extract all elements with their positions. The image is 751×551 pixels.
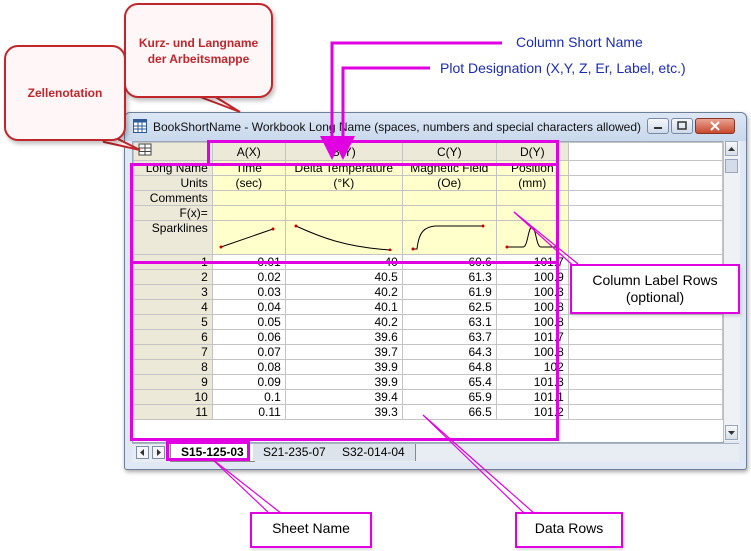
worksheet-grid[interactable]: A(X) B(Y) C(Y) D(Y) Long Name Time Delta… <box>132 141 724 443</box>
scroll-up-button[interactable] <box>725 141 738 156</box>
empty-area <box>567 404 723 420</box>
restore-button[interactable] <box>671 118 693 134</box>
title-bar[interactable]: BookShortName - Workbook Long Name (spac… <box>125 113 746 141</box>
data-cell[interactable]: 64.8 <box>401 359 497 375</box>
sparkline-cell[interactable] <box>401 220 497 255</box>
data-cell[interactable]: 39.3 <box>284 404 403 420</box>
units-cell[interactable]: (°K) <box>284 175 403 191</box>
highlight-data-rows <box>130 261 559 441</box>
data-cell[interactable]: 39.7 <box>284 344 403 360</box>
callout-cell-notation-text: Zellenotation <box>27 86 103 100</box>
empty-area <box>567 389 723 405</box>
row-number[interactable]: 7 <box>133 344 213 360</box>
window-title: BookShortName - Workbook Long Name (spac… <box>153 120 642 134</box>
callout-book-name-text: Kurz- und Langname der Arbeitsmappe <box>138 35 259 66</box>
arrow-down-icon <box>728 431 735 435</box>
data-cell[interactable]: 65.4 <box>401 374 497 390</box>
row-number[interactable]: 9 <box>133 374 213 390</box>
minimize-button[interactable] <box>647 118 669 134</box>
row-number[interactable]: 2 <box>133 269 213 285</box>
empty-area <box>567 205 723 221</box>
next-sheet-button[interactable] <box>152 446 165 459</box>
sparkline-magnetic-field <box>411 224 485 251</box>
arrow-up-icon <box>728 147 735 151</box>
workbook-icon <box>133 119 147 133</box>
sparkline-cell[interactable] <box>284 220 403 255</box>
empty-area <box>567 374 723 390</box>
data-cell[interactable]: 100.9 <box>495 269 569 285</box>
callout-column-label-rows-text: Column Label Rows (optional) <box>592 272 718 305</box>
row-number[interactable]: 4 <box>133 299 213 315</box>
data-row: 9 0.09 39.9 65.4 101.3 <box>133 374 723 390</box>
arrow-left-icon <box>140 449 144 456</box>
scroll-down-button[interactable] <box>725 425 738 440</box>
workbook-window: BookShortName - Workbook Long Name (spac… <box>124 112 747 470</box>
column-header-d[interactable]: D(Y) <box>495 142 569 161</box>
data-cell[interactable]: 0.1 <box>211 389 286 405</box>
callout-cell-notation: Zellenotation <box>4 45 126 141</box>
label-row-header[interactable]: Sparklines <box>133 220 213 255</box>
data-row: 2 0.02 40.5 61.3 100.9 <box>133 269 723 285</box>
data-cell[interactable]: 0.11 <box>211 404 286 420</box>
sparkline-cell[interactable] <box>211 220 286 255</box>
comments-cell[interactable] <box>401 190 497 206</box>
empty-area <box>567 142 723 161</box>
close-icon <box>710 121 720 131</box>
units-cell[interactable]: (sec) <box>211 175 286 191</box>
column-header-a[interactable]: A(X) <box>211 142 286 161</box>
comments-cell[interactable] <box>284 190 403 206</box>
prev-sheet-button[interactable] <box>136 446 149 459</box>
scroll-thumb[interactable] <box>725 159 738 173</box>
highlight-sheet-name <box>166 441 250 461</box>
callout-column-label-rows: Column Label Rows (optional) <box>570 264 740 314</box>
data-row: 8 0.08 39.9 64.8 102 <box>133 359 723 375</box>
column-header-c[interactable]: C(Y) <box>401 142 497 161</box>
callout-data-rows: Data Rows <box>515 512 623 548</box>
minimize-icon <box>654 127 662 129</box>
arrow-right-icon <box>157 449 161 456</box>
row-number[interactable]: 11 <box>133 404 213 420</box>
data-cell[interactable]: 61.9 <box>401 284 497 300</box>
callout-sheet-name: Sheet Name <box>250 512 372 548</box>
units-cell[interactable]: (Oe) <box>401 175 497 191</box>
sheet-tab[interactable]: S32-014-04 <box>332 444 416 461</box>
close-button[interactable] <box>695 118 735 134</box>
empty-area <box>567 359 723 375</box>
data-cell[interactable]: 0.07 <box>211 344 286 360</box>
data-row: 6 0.06 39.6 63.7 101.7 <box>133 329 723 345</box>
label-column-short-name: Column Short Name <box>516 34 643 50</box>
sparkline-delta-temperature <box>294 224 392 252</box>
sheet-tab-active[interactable]: S15-125-03 <box>170 444 255 462</box>
formula-cell[interactable] <box>284 205 403 221</box>
callout-book-name: Kurz- und Langname der Arbeitsmappe <box>124 3 273 98</box>
row-number[interactable]: 8 <box>133 359 213 375</box>
restore-icon <box>677 121 687 130</box>
data-cell[interactable]: 0.02 <box>211 269 286 285</box>
empty-area <box>567 160 723 176</box>
data-row: 11 0.11 39.3 66.5 101.2 <box>133 404 723 420</box>
label-plot-designation: Plot Designation (X,Y, Z, Er, Label, etc… <box>440 60 686 76</box>
empty-area <box>567 220 723 255</box>
sheet-tab-bar: S15-125-03 S21-235-07 S32-014-04 <box>132 443 739 462</box>
sparkline-time <box>219 227 275 249</box>
formula-cell[interactable] <box>401 205 497 221</box>
